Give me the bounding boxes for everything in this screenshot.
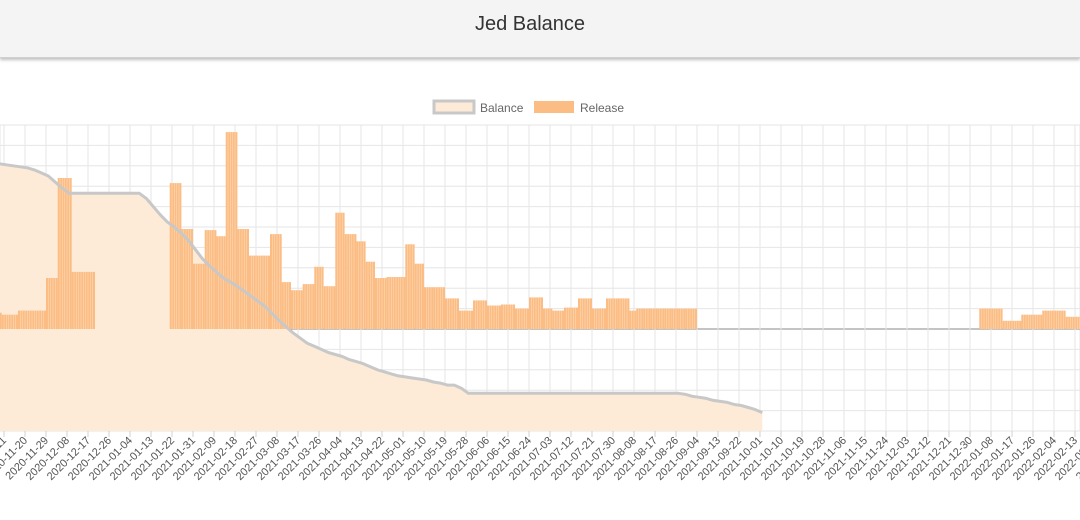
release-bar [1,314,18,329]
header-bar: Jed Balance [0,0,1080,58]
release-bar [302,284,315,329]
release-bar [636,308,644,329]
release-bar [685,308,697,329]
release-bar [643,308,651,329]
release-bar [344,234,357,329]
balance-line [0,162,763,414]
balance-area-fill [0,163,763,431]
legend-label-balance: Balance [480,101,524,115]
legend-item-balance[interactable]: Balance [432,99,524,115]
release-bar [291,290,303,329]
release-bar [204,230,217,329]
release-bar [657,308,665,329]
release-bar [433,287,445,329]
release-bar [671,308,679,329]
balance-area [0,163,763,431]
release-bar [323,286,336,329]
release-bar [1021,314,1043,329]
release-bar [375,278,387,329]
release-bar [270,234,282,329]
release-bar [46,278,58,329]
release-bar [606,298,618,329]
x-axis: 2020-11-112020-11-202020-11-292020-12-08… [0,431,1080,483]
legend-label-release: Release [580,101,624,115]
release-bar [629,310,637,329]
release-bars [0,132,1080,329]
release-bar [552,310,564,329]
release-bar [678,308,686,329]
release-bar [237,229,249,329]
release-bar [225,132,238,329]
release-bar [617,298,630,329]
release-bar [181,229,193,329]
balance-line-path [0,162,763,414]
grid [0,124,1080,432]
page-title: Jed Balance [474,13,586,35]
release-bar [249,255,270,329]
legend-item-release[interactable]: Release [534,101,624,115]
release-bar [650,308,658,329]
chart-legend: Balance Release [432,99,624,115]
release-bar [0,312,2,329]
release-bar [169,183,182,329]
balance-chart: 2020-11-112020-11-202020-11-292020-12-08… [0,99,1080,483]
legend-swatch-balance [432,99,476,115]
release-bar [193,263,205,329]
release-bar [664,308,672,329]
legend-swatch-release [534,101,574,113]
